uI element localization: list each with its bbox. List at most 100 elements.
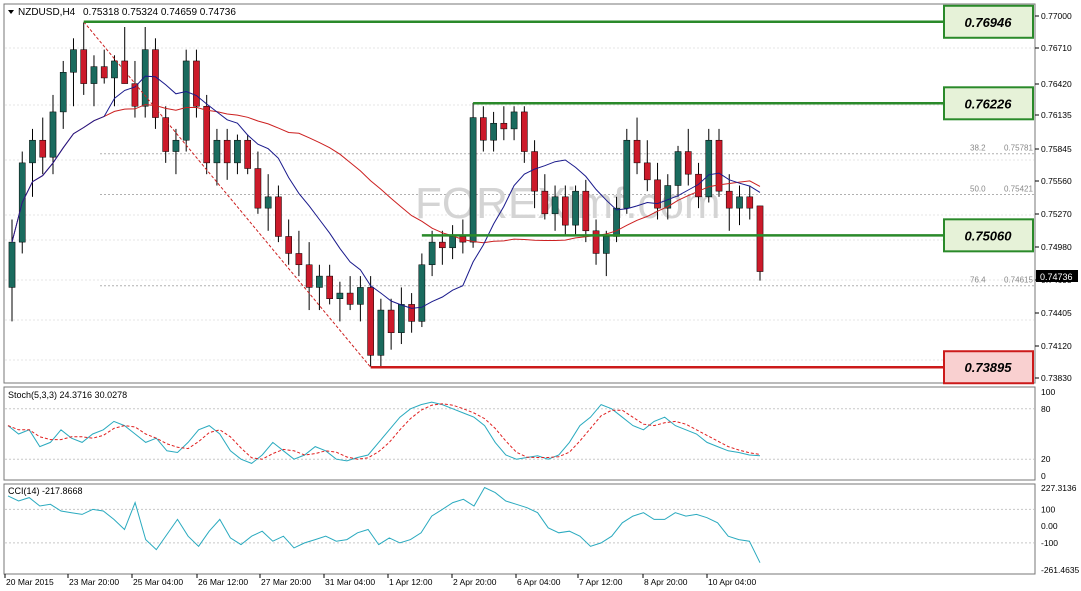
dropdown-triangle-icon[interactable] bbox=[8, 10, 14, 14]
time-tick-label: 10 Apr 04:00 bbox=[708, 577, 756, 587]
stoch-axis-label: 20 bbox=[1041, 454, 1051, 464]
cci-axis: 227.3136 100 0.00 -100 -261.4635 bbox=[1041, 483, 1080, 575]
slow-moving-average-line bbox=[11, 104, 761, 244]
bull-candle bbox=[490, 122, 497, 141]
bull-candle bbox=[613, 207, 620, 237]
price-tick-label: 0.76135 bbox=[1041, 110, 1072, 120]
bull-candle bbox=[357, 287, 364, 305]
bull-candle bbox=[428, 241, 436, 266]
bear-candle bbox=[285, 236, 292, 254]
level-box-label: 0.76946 bbox=[965, 15, 1013, 30]
bear-candle bbox=[203, 105, 211, 164]
time-tick-label: 25 Mar 04:00 bbox=[133, 577, 183, 587]
price-tick-label: 0.74405 bbox=[1041, 308, 1072, 318]
bull-candle bbox=[90, 66, 98, 84]
bull-candle bbox=[377, 309, 385, 356]
price-tick-label: 0.74980 bbox=[1041, 242, 1072, 252]
bear-candle bbox=[387, 309, 395, 333]
bear-candle bbox=[162, 117, 170, 152]
bear-candle bbox=[654, 179, 661, 209]
cci-panel[interactable] bbox=[3, 483, 1036, 575]
horizontal-levels[interactable]: 0.76946 0.76226 0.75060 0.73895 bbox=[83, 4, 1034, 385]
bull-candle bbox=[674, 151, 682, 186]
bull-candle bbox=[234, 139, 241, 164]
bull-candle bbox=[398, 304, 405, 333]
fib-price-label: 0.75781 bbox=[1004, 144, 1033, 153]
price-tick-label: 0.76420 bbox=[1041, 79, 1072, 89]
bear-candle bbox=[643, 162, 651, 181]
bull-candle bbox=[510, 111, 518, 130]
bull-candle bbox=[182, 60, 190, 141]
price-tick-label: 0.73830 bbox=[1041, 373, 1072, 383]
bear-candle bbox=[346, 292, 354, 305]
bear-candle bbox=[746, 196, 754, 209]
time-tick-label: 23 Mar 20:00 bbox=[69, 577, 119, 587]
fib-price-label: 0.74615 bbox=[1004, 276, 1033, 285]
bear-candle bbox=[715, 139, 723, 192]
stoch-k-line bbox=[7, 401, 761, 464]
bear-candle bbox=[326, 275, 333, 299]
price-axis: 0.77000 0.76710 0.76420 0.76135 0.75845 0.755… bbox=[1035, 11, 1072, 383]
stoch-header: Stoch(5,3,3) 24.3716 30.0278 bbox=[8, 390, 127, 400]
bear-candle bbox=[480, 117, 487, 141]
bear-candle bbox=[275, 196, 282, 237]
level-box-label: 0.73895 bbox=[965, 360, 1013, 375]
bear-candle bbox=[244, 139, 251, 169]
bull-candle bbox=[141, 49, 149, 107]
current-price-label: 0.74736 bbox=[1040, 272, 1073, 282]
bull-candle bbox=[213, 139, 221, 164]
stoch-axis-label: 100 bbox=[1041, 387, 1055, 397]
fib-price-label: 0.75421 bbox=[1004, 184, 1033, 193]
time-tick-label: 26 Mar 12:00 bbox=[198, 577, 248, 587]
level-box bbox=[943, 350, 1034, 385]
fib-level-label: 50.0 bbox=[970, 184, 986, 193]
bear-candle bbox=[531, 151, 538, 192]
bear-candle bbox=[223, 139, 231, 164]
bull-candle bbox=[705, 139, 713, 198]
level-box bbox=[943, 218, 1034, 253]
bull-candle bbox=[469, 117, 477, 243]
bull-candle bbox=[736, 196, 743, 209]
cci-axis-label: -100 bbox=[1041, 538, 1058, 548]
price-tick-label: 0.75845 bbox=[1041, 144, 1072, 154]
price-tick-label: 0.75560 bbox=[1041, 176, 1072, 186]
bull-candle bbox=[602, 236, 610, 254]
bear-candle bbox=[756, 205, 764, 272]
candles bbox=[8, 22, 764, 367]
bull-candle bbox=[70, 49, 77, 73]
bull-candle bbox=[449, 236, 456, 249]
cci-line bbox=[7, 486, 761, 563]
fib-level-label: 76.4 bbox=[970, 276, 986, 285]
level-box-label: 0.76226 bbox=[965, 96, 1013, 111]
bull-candle bbox=[572, 190, 579, 226]
bull-candle bbox=[623, 139, 631, 209]
time-tick-label: 6 Apr 04:00 bbox=[517, 577, 561, 587]
bull-candle bbox=[316, 275, 323, 288]
time-tick-label: 20 Mar 2015 bbox=[6, 577, 54, 587]
stoch-axis: 100 80 20 0 bbox=[1041, 387, 1055, 481]
current-price-tag: 0.74736 bbox=[1036, 270, 1078, 282]
bear-candle bbox=[152, 49, 159, 118]
time-tick-label: 8 Apr 20:00 bbox=[644, 577, 688, 587]
bull-candle bbox=[264, 196, 272, 209]
bear-candle bbox=[684, 151, 692, 175]
level-box bbox=[943, 4, 1034, 39]
time-tick-label: 2 Apr 20:00 bbox=[453, 577, 497, 587]
stoch-panel[interactable] bbox=[3, 386, 1036, 481]
bear-candle bbox=[80, 49, 88, 84]
grid-lines bbox=[5, 47, 1034, 361]
bear-candle bbox=[39, 139, 47, 158]
bear-candle bbox=[439, 241, 446, 249]
bear-candle bbox=[193, 60, 200, 107]
price-panel[interactable] bbox=[3, 3, 1036, 384]
stoch-axis-label: 80 bbox=[1041, 404, 1051, 414]
bear-candle bbox=[592, 230, 600, 254]
fib-level-label: 38.2 bbox=[970, 144, 986, 153]
time-tick-label: 27 Mar 20:00 bbox=[261, 577, 311, 587]
bear-candle bbox=[100, 66, 108, 79]
level-box-label: 0.75060 bbox=[965, 228, 1013, 243]
cci-header: CCI(14) -217.8668 bbox=[8, 486, 83, 496]
bear-candle bbox=[305, 264, 313, 288]
price-tick-label: 0.77000 bbox=[1041, 11, 1072, 21]
